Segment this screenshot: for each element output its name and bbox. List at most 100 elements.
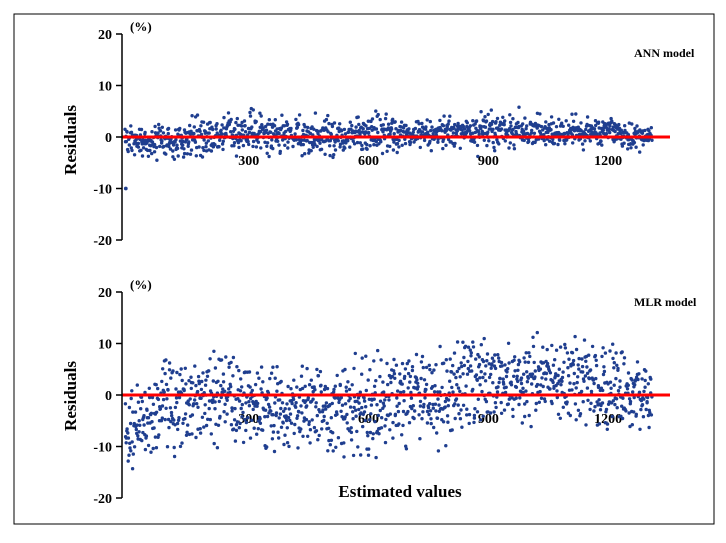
data-point	[357, 122, 361, 127]
data-point	[168, 147, 173, 151]
data-point	[128, 441, 132, 445]
data-point	[177, 416, 181, 420]
data-point	[315, 413, 319, 418]
data-point	[348, 145, 352, 149]
data-point	[635, 124, 639, 128]
data-point	[163, 417, 167, 422]
data-point	[388, 132, 392, 136]
data-point	[240, 402, 244, 407]
data-point	[479, 370, 483, 374]
data-point	[307, 422, 311, 427]
data-point	[133, 410, 138, 414]
data-point	[124, 139, 129, 144]
data-point	[514, 132, 519, 136]
data-point	[265, 396, 269, 400]
data-point	[381, 130, 385, 134]
data-point	[372, 143, 376, 147]
data-point	[270, 138, 274, 142]
data-point	[176, 427, 180, 432]
data-point	[279, 126, 284, 130]
data-point	[472, 140, 477, 144]
data-point	[476, 130, 481, 134]
data-point	[387, 398, 391, 402]
data-point	[428, 367, 432, 372]
data-point	[544, 377, 548, 381]
data-point	[458, 389, 462, 393]
data-point	[277, 143, 281, 147]
data-point	[255, 432, 259, 436]
data-point	[574, 112, 578, 116]
data-point	[269, 130, 273, 134]
data-point	[361, 127, 365, 131]
data-point	[511, 127, 515, 132]
data-point	[314, 405, 318, 409]
data-point	[502, 408, 507, 412]
data-point	[421, 365, 425, 370]
data-point	[509, 380, 513, 384]
data-point	[158, 144, 162, 149]
data-point	[551, 137, 555, 142]
data-point	[484, 364, 488, 368]
data-point	[223, 420, 227, 424]
data-point	[513, 369, 517, 373]
data-point	[305, 138, 309, 143]
data-point	[499, 127, 504, 131]
data-point	[406, 386, 410, 390]
data-point	[162, 390, 166, 394]
data-point	[146, 443, 151, 448]
data-point	[143, 130, 147, 135]
data-point	[167, 368, 172, 372]
data-point	[208, 120, 212, 125]
data-point	[549, 115, 554, 119]
data-point	[315, 367, 319, 372]
data-point	[501, 377, 505, 381]
data-point	[580, 142, 585, 146]
ann-panel: (%) ANN model Residuals 20 10 0 -10 -20 …	[61, 19, 695, 249]
data-point	[493, 353, 497, 357]
data-point	[231, 355, 236, 360]
data-point	[162, 144, 166, 149]
data-point	[567, 388, 572, 392]
data-point	[142, 423, 146, 427]
data-point	[294, 405, 298, 409]
data-point	[270, 437, 275, 441]
data-point	[508, 113, 512, 117]
data-point	[382, 404, 386, 408]
data-point	[152, 426, 156, 430]
data-point	[269, 424, 273, 428]
data-point	[636, 377, 640, 382]
data-point	[468, 364, 473, 368]
data-point	[136, 400, 141, 404]
data-point	[171, 149, 175, 153]
data-point	[160, 125, 164, 129]
data-point	[453, 141, 457, 146]
data-point	[176, 154, 180, 158]
data-point	[382, 390, 386, 394]
data-point	[406, 409, 410, 414]
data-point	[256, 140, 261, 144]
data-point	[359, 453, 363, 457]
data-point	[271, 146, 275, 151]
data-point	[167, 144, 171, 149]
data-point	[579, 389, 584, 394]
data-point	[217, 145, 221, 149]
data-point	[614, 397, 619, 401]
data-point	[449, 370, 454, 374]
data-point	[137, 419, 141, 423]
data-point	[441, 146, 445, 151]
data-point	[146, 416, 151, 420]
data-point	[164, 358, 168, 362]
data-point	[450, 385, 454, 390]
data-point	[399, 120, 404, 124]
data-point	[451, 363, 455, 368]
data-point	[367, 130, 371, 135]
data-point	[565, 400, 569, 404]
data-point	[413, 126, 418, 131]
data-point	[428, 402, 432, 406]
data-point	[199, 124, 203, 128]
data-point	[521, 122, 525, 126]
data-point	[153, 435, 158, 439]
data-point	[594, 376, 598, 381]
data-point	[499, 400, 503, 405]
